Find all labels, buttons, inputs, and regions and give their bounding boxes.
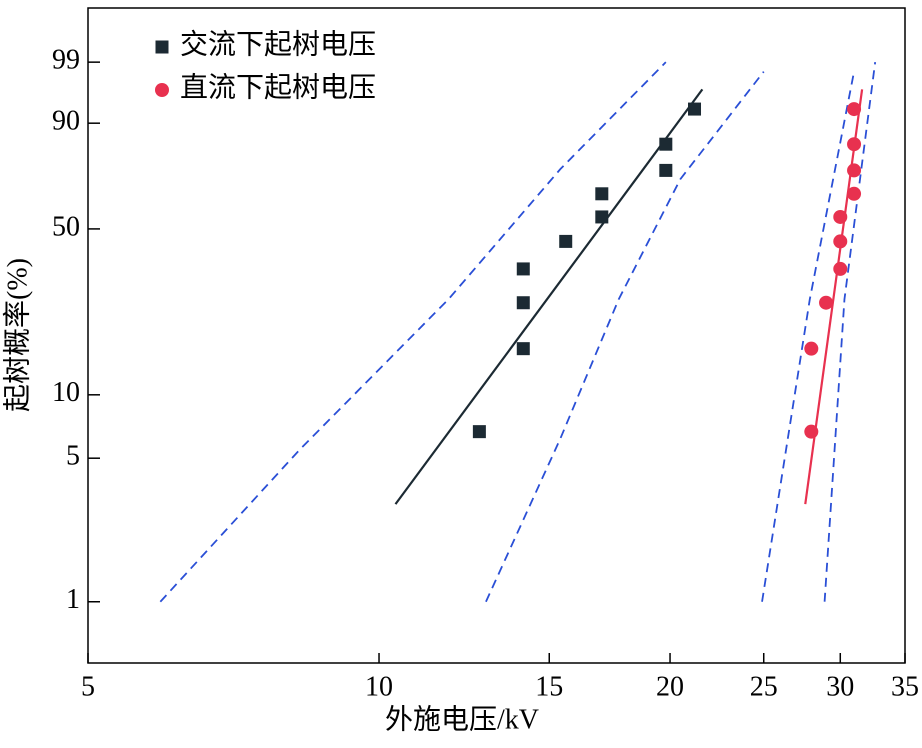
data-point <box>595 187 609 201</box>
data-point <box>516 296 530 310</box>
y-tick-label: 50 <box>52 211 80 242</box>
data-point <box>804 341 819 356</box>
legend-marker <box>155 83 169 97</box>
data-point <box>804 424 819 439</box>
data-point <box>833 261 848 276</box>
x-tick-label: 25 <box>750 671 778 702</box>
x-tick-label: 15 <box>535 671 563 702</box>
fit-line <box>394 88 704 505</box>
data-point <box>847 186 862 201</box>
data-point <box>472 425 486 439</box>
confidence-line <box>761 71 855 602</box>
legend-marker <box>155 40 169 54</box>
y-tick-label: 1 <box>66 584 80 615</box>
x-tick-label: 20 <box>656 671 684 702</box>
y-tick-label: 99 <box>52 45 80 76</box>
data-point <box>833 209 848 224</box>
data-point <box>833 234 848 249</box>
y-axis-label: 起树概率(%) <box>1 258 33 412</box>
data-point <box>688 102 702 116</box>
legend-label: 交流下起树电压 <box>180 28 376 60</box>
data-point <box>516 342 530 356</box>
data-point <box>847 102 862 117</box>
confidence-line <box>159 61 667 603</box>
data-point <box>659 163 673 177</box>
data-point <box>659 137 673 151</box>
data-point <box>819 295 834 310</box>
data-point <box>516 262 530 276</box>
y-tick-label: 90 <box>52 106 80 137</box>
x-tick-label: 30 <box>826 671 854 702</box>
data-point <box>847 163 862 178</box>
data-point <box>559 234 573 248</box>
x-tick-label: 35 <box>891 671 919 702</box>
x-axis-label: 外施电压/kV <box>385 703 539 735</box>
confidence-line <box>485 71 765 603</box>
plot-frame <box>87 7 906 664</box>
confidence-line <box>823 62 877 602</box>
x-tick-label: 10 <box>365 671 393 702</box>
data-point <box>847 137 862 152</box>
fit-line <box>804 89 864 505</box>
data-point <box>595 210 609 224</box>
y-tick-label: 10 <box>52 377 80 408</box>
legend-label: 直流下起树电压 <box>180 71 376 103</box>
x-tick-label: 5 <box>81 671 95 702</box>
y-tick-label: 5 <box>66 441 80 472</box>
